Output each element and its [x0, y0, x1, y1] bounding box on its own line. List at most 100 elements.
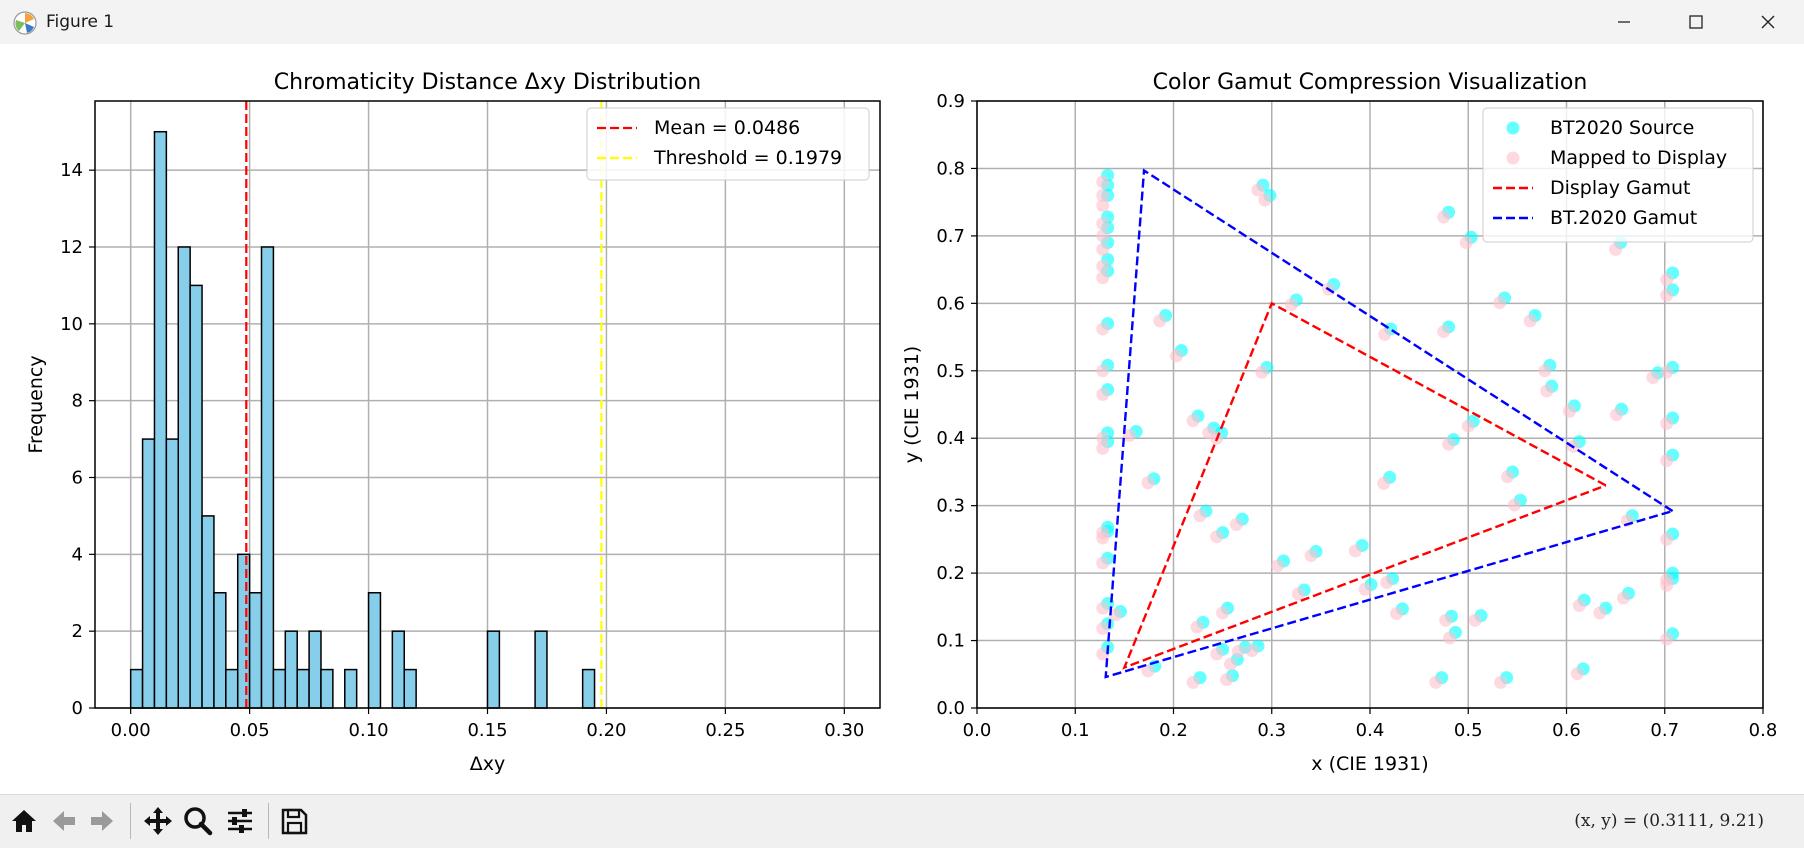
hist-legend: Mean = 0.0486 Threshold = 0.1979	[586, 107, 870, 181]
hist-y-tick-label: 6	[72, 467, 83, 488]
mapped-point	[1660, 632, 1674, 646]
minimize-button[interactable]	[1588, 0, 1660, 44]
hist-bar	[320, 668, 334, 709]
mapped-point	[1443, 631, 1457, 645]
mapped-point	[1442, 437, 1456, 451]
mapped-point	[1251, 183, 1265, 197]
hist-y-tick-label: 4	[72, 544, 83, 565]
mapped-point	[1616, 591, 1630, 605]
mapped-point	[1096, 647, 1110, 661]
mapped-point	[1572, 598, 1586, 612]
mapped-point	[1096, 364, 1110, 378]
mapped-point	[1096, 322, 1110, 336]
gamut-x-tick-label: 0.3	[1257, 720, 1286, 741]
close-button[interactable]	[1732, 0, 1804, 44]
hist-legend-box	[586, 107, 870, 181]
mapped-point	[1271, 559, 1285, 573]
save-button[interactable]	[274, 801, 314, 841]
gamut-legend-label: Display Gamut	[1550, 177, 1690, 199]
hist-y-tick-label: 12	[60, 237, 83, 258]
mapped-point	[1186, 675, 1200, 689]
close-icon	[1761, 15, 1775, 29]
configure-subplots-button[interactable]	[220, 801, 260, 841]
zoom-button[interactable]	[178, 801, 218, 841]
mapped-point	[1358, 582, 1372, 596]
gamut-title: Color Gamut Compression Visualization	[1153, 70, 1588, 95]
maximize-button[interactable]	[1660, 0, 1732, 44]
mapped-point	[1540, 384, 1554, 398]
mapped-point	[1468, 613, 1482, 627]
mapped-point	[1186, 414, 1200, 428]
mapped-point	[1380, 576, 1394, 590]
mapped-point	[1660, 273, 1674, 287]
back-button[interactable]	[44, 801, 84, 841]
hist-x-axis-label: Δxy	[470, 753, 506, 775]
forward-arrow-icon	[91, 811, 113, 831]
hist-bar	[344, 668, 358, 709]
mapped-point	[1660, 532, 1674, 546]
hist-title: Chromaticity Distance Δxy Distribution	[274, 70, 701, 95]
hist-x-tick-label: 0.20	[586, 720, 626, 741]
figure-canvas[interactable]: 0.00 0.05 0.10 0.15 0.20 0.25 0.30 0 2 4 6 8 10 12 14 C…	[0, 44, 1804, 794]
gamut-axes: 0.0 0.1 0.2 0.3 0.4 0.5 0.6 0.7 0.8 0.0 0.1 0.2 0.3 0…	[901, 70, 1777, 775]
mapped-point	[1096, 188, 1110, 202]
minimize-icon	[1618, 21, 1630, 23]
gamut-legend-swatch	[1506, 121, 1520, 135]
hist-x-tick-label: 0.05	[230, 720, 270, 741]
hist-bar	[129, 668, 144, 709]
pan-button[interactable]	[138, 801, 178, 841]
window-title: Figure 1	[46, 12, 115, 32]
gamut-x-tick-label: 0.6	[1552, 720, 1581, 741]
hist-axes: 0.00 0.05 0.10 0.15 0.20 0.25 0.30 0 2 4 6 8 10 12 14 C…	[25, 70, 881, 775]
gamut-legend-label: BT.2020 Gamut	[1550, 207, 1697, 229]
mapped-point	[1258, 193, 1272, 207]
gamut-x-tick-label: 0.5	[1454, 720, 1483, 741]
configure-subplots-icon	[228, 809, 252, 833]
gamut-x-tick-label: 0.8	[1749, 720, 1778, 741]
mapped-point	[1507, 498, 1521, 512]
hist-bar	[391, 630, 405, 709]
mapped-point	[1220, 673, 1234, 687]
mapped-point	[1096, 217, 1110, 231]
mapped-point	[1291, 587, 1305, 601]
coordinate-readout: (x, y) = (0.3111, 9.21)	[1574, 811, 1764, 831]
gamut-legend: BT2020 Source Mapped to Display Display Ga…	[1482, 107, 1754, 243]
forward-button[interactable]	[82, 801, 122, 841]
mapped-point	[1437, 325, 1451, 339]
gamut-y-tick-label: 0.4	[936, 428, 965, 449]
hist-bar	[284, 630, 298, 709]
hist-bar	[296, 668, 310, 709]
hist-bar	[153, 130, 168, 709]
gamut-legend-box	[1482, 107, 1754, 243]
home-button[interactable]	[4, 801, 44, 841]
mapped-point	[1461, 419, 1475, 433]
gamut-y-tick-label: 0.2	[936, 563, 965, 584]
hist-x-tick-label: 0.00	[111, 720, 151, 741]
mapped-point	[1459, 236, 1473, 250]
hist-x-tick-label: 0.30	[824, 720, 864, 741]
gamut-y-tick-label: 0.1	[936, 631, 965, 652]
mapped-point	[1660, 578, 1674, 592]
mapped-point	[1429, 675, 1443, 689]
gamut-x-tick-label: 0.1	[1061, 720, 1090, 741]
navigation-toolbar: (x, y) = (0.3111, 9.21)	[0, 794, 1804, 848]
mapped-point	[1493, 296, 1507, 310]
mapped-point	[1562, 404, 1576, 418]
gamut-y-tick-label: 0.5	[936, 361, 965, 382]
mapped-point	[1096, 259, 1110, 273]
hist-x-tick-label: 0.15	[467, 720, 507, 741]
mapped-point	[1141, 476, 1155, 490]
mapped-point	[1096, 229, 1110, 243]
mapped-point	[1096, 621, 1110, 635]
mapped-point	[1096, 556, 1110, 570]
mapped-point	[1494, 675, 1508, 689]
hist-y-tick-label: 8	[72, 391, 83, 412]
mapped-point	[1231, 644, 1245, 658]
hist-bar	[581, 668, 596, 709]
mapped-point	[1437, 210, 1451, 224]
mapped-point	[1501, 470, 1515, 484]
mapped-point	[1109, 608, 1123, 622]
hist-bar	[403, 668, 417, 709]
mapped-point	[1245, 644, 1259, 658]
mapped-point	[1660, 365, 1674, 379]
